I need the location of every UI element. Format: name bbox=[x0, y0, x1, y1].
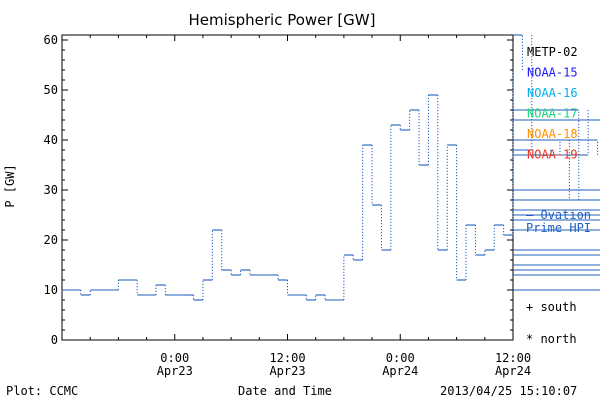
y-tick-label: 20 bbox=[44, 233, 58, 247]
x-axis-label: Date and Time bbox=[238, 384, 332, 398]
x-tick-label-date: Apr24 bbox=[495, 364, 531, 378]
plot-area: 01020304050600:00Apr2312:00Apr230:00Apr2… bbox=[44, 33, 600, 378]
y-tick-label: 60 bbox=[44, 33, 58, 47]
y-tick-label: 40 bbox=[44, 133, 58, 147]
legend-entry-noaa-19: NOAA-19 bbox=[527, 148, 578, 162]
legend-entry-noaa-16: NOAA-16 bbox=[527, 86, 578, 100]
marker-key: + south * north bbox=[526, 300, 577, 346]
ovation-legend-line1: — Ovation bbox=[526, 208, 591, 222]
y-axis-label: P [GW] bbox=[3, 164, 17, 207]
legend-entry-noaa-18: NOAA-18 bbox=[527, 127, 578, 141]
y-tick-label: 10 bbox=[44, 283, 58, 297]
ovation-legend-line2: Prime HPI bbox=[526, 221, 591, 235]
x-tick-label-time: 12:00 bbox=[495, 351, 531, 365]
y-tick-label: 50 bbox=[44, 83, 58, 97]
plot-timestamp: 2013/04/25 15:10:07 bbox=[440, 384, 577, 398]
plot-source: Plot: CCMC bbox=[6, 384, 78, 398]
x-tick-label-time: 0:00 bbox=[160, 351, 189, 365]
marker-key-north: * north bbox=[526, 332, 577, 346]
legend-entry-noaa-17: NOAA-17 bbox=[527, 107, 578, 121]
x-tick-label-date: Apr23 bbox=[157, 364, 193, 378]
chart-title: Hemispheric Power [GW] bbox=[189, 11, 376, 29]
satellite-legend: METP-02 NOAA-15 NOAA-16 NOAA-17 NOAA-18 NOAA-… bbox=[527, 45, 578, 162]
plot-frame bbox=[61, 34, 514, 341]
x-tick-label-date: Apr24 bbox=[382, 364, 418, 378]
marker-key-south: + south bbox=[526, 300, 577, 314]
legend-entry-noaa-15: NOAA-15 bbox=[527, 66, 578, 80]
y-tick-label: 30 bbox=[44, 183, 58, 197]
legend-entry-metp-02: METP-02 bbox=[527, 45, 578, 59]
x-tick-label-date: Apr23 bbox=[269, 364, 305, 378]
y-tick-label: 0 bbox=[51, 333, 58, 347]
x-tick-label-time: 0:00 bbox=[386, 351, 415, 365]
x-tick-label-time: 12:00 bbox=[269, 351, 305, 365]
